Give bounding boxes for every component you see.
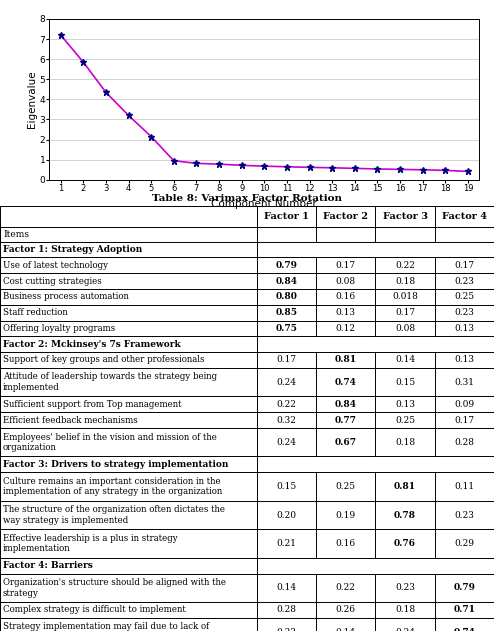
Text: 0.13: 0.13 [454,355,474,365]
Text: 0.28: 0.28 [277,606,296,615]
Text: 0.11: 0.11 [454,482,474,491]
Text: Factor 1: Strategy Adoption: Factor 1: Strategy Adoption [3,245,142,254]
Text: Factor 4: Barriers: Factor 4: Barriers [3,561,93,570]
Text: 0.74: 0.74 [335,377,357,387]
Text: 0.16: 0.16 [336,539,356,548]
Text: 0.23: 0.23 [454,510,474,519]
Text: 0.79: 0.79 [276,261,297,270]
Text: 0.25: 0.25 [395,416,415,425]
Text: 0.28: 0.28 [454,438,474,447]
Text: 0.14: 0.14 [277,583,296,593]
Text: 0.17: 0.17 [395,308,415,317]
Text: 0.74: 0.74 [453,628,475,631]
Text: Offering loyalty programs: Offering loyalty programs [3,324,115,333]
Text: 0.18: 0.18 [395,438,415,447]
Text: 0.14: 0.14 [395,355,415,365]
Text: Factor 2: Mckinsey's 7s Framework: Factor 2: Mckinsey's 7s Framework [3,339,181,349]
Text: 0.24: 0.24 [277,377,296,387]
Text: 0.77: 0.77 [335,416,357,425]
Text: Factor 3: Drivers to strategy implementation: Factor 3: Drivers to strategy implementa… [3,460,228,469]
Text: 0.84: 0.84 [335,400,357,409]
Text: 0.12: 0.12 [336,324,356,333]
Text: 0.79: 0.79 [453,583,475,593]
Text: 0.26: 0.26 [336,606,356,615]
Text: 0.33: 0.33 [277,628,296,631]
Text: 0.31: 0.31 [454,377,474,387]
Text: 0.08: 0.08 [395,324,415,333]
Text: 0.67: 0.67 [335,438,357,447]
Text: 0.32: 0.32 [277,416,296,425]
Text: 0.20: 0.20 [277,510,296,519]
Text: 0.80: 0.80 [276,292,297,302]
Text: 0.24: 0.24 [395,628,415,631]
Text: 0.17: 0.17 [454,261,474,270]
Text: 0.13: 0.13 [336,308,356,317]
Text: Efficient feedback mechanisms: Efficient feedback mechanisms [3,416,138,425]
Text: 0.71: 0.71 [453,606,475,615]
Text: 0.018: 0.018 [392,292,418,302]
Text: 0.25: 0.25 [454,292,474,302]
Text: 0.22: 0.22 [395,261,415,270]
Text: 0.21: 0.21 [277,539,296,548]
Text: 0.09: 0.09 [454,400,474,409]
Text: 0.81: 0.81 [394,482,416,491]
Text: 0.13: 0.13 [395,400,415,409]
Text: Culture remains an important consideration in the
implementation of any strategy: Culture remains an important considerati… [3,477,222,496]
Text: Support of key groups and other professionals: Support of key groups and other professi… [3,355,205,365]
Text: 0.15: 0.15 [395,377,415,387]
Text: Employees' belief in the vision and mission of the
organization: Employees' belief in the vision and miss… [3,432,217,452]
Y-axis label: Eigenvalue: Eigenvalue [27,71,37,128]
Text: 0.78: 0.78 [394,510,416,519]
Text: Factor 1: Factor 1 [264,211,309,221]
Text: Use of latest technology: Use of latest technology [3,261,108,270]
Text: 0.22: 0.22 [277,400,296,409]
Text: Effective leadership is a plus in strategy
implementation: Effective leadership is a plus in strate… [3,534,177,553]
Text: Sufficient support from Top management: Sufficient support from Top management [3,400,181,409]
Text: Factor 2: Factor 2 [323,211,369,221]
Text: 0.25: 0.25 [336,482,356,491]
Text: The structure of the organization often dictates the
way strategy is implemented: The structure of the organization often … [3,505,225,525]
Text: 0.18: 0.18 [395,606,415,615]
Text: 0.24: 0.24 [277,438,296,447]
Text: Items: Items [3,230,29,239]
Text: 0.75: 0.75 [276,324,297,333]
Text: Cost cutting strategies: Cost cutting strategies [3,276,102,286]
Text: 0.29: 0.29 [454,539,474,548]
Text: 0.08: 0.08 [336,276,356,286]
Text: 0.76: 0.76 [394,539,416,548]
Text: 0.18: 0.18 [395,276,415,286]
X-axis label: Component Number: Component Number [211,199,317,209]
Text: Strategy implementation may fail due to lack of
financial resources: Strategy implementation may fail due to … [3,622,209,631]
Text: 0.16: 0.16 [336,292,356,302]
Text: 0.23: 0.23 [454,276,474,286]
Text: 0.17: 0.17 [336,261,356,270]
Text: Factor 3: Factor 3 [382,211,428,221]
Text: 0.13: 0.13 [454,324,474,333]
Text: 0.15: 0.15 [277,482,296,491]
Text: 0.17: 0.17 [454,416,474,425]
Text: Attitude of leadership towards the strategy being
implemented: Attitude of leadership towards the strat… [3,372,217,392]
Text: Complex strategy is difficult to implement: Complex strategy is difficult to impleme… [3,606,186,615]
Text: Organization's structure should be aligned with the
strategy: Organization's structure should be align… [3,578,226,598]
Text: 0.17: 0.17 [277,355,296,365]
Text: 0.85: 0.85 [276,308,297,317]
Text: 0.23: 0.23 [395,583,415,593]
Text: Factor 4: Factor 4 [442,211,487,221]
Text: 0.14: 0.14 [336,628,356,631]
Text: 0.22: 0.22 [336,583,356,593]
Text: Staff reduction: Staff reduction [3,308,68,317]
Text: Business process automation: Business process automation [3,292,129,302]
Text: 0.19: 0.19 [336,510,356,519]
Text: 0.23: 0.23 [454,308,474,317]
Text: 0.84: 0.84 [276,276,297,286]
Text: 0.81: 0.81 [335,355,357,365]
Text: Table 8: Varimax Factor Rotation: Table 8: Varimax Factor Rotation [152,194,342,203]
